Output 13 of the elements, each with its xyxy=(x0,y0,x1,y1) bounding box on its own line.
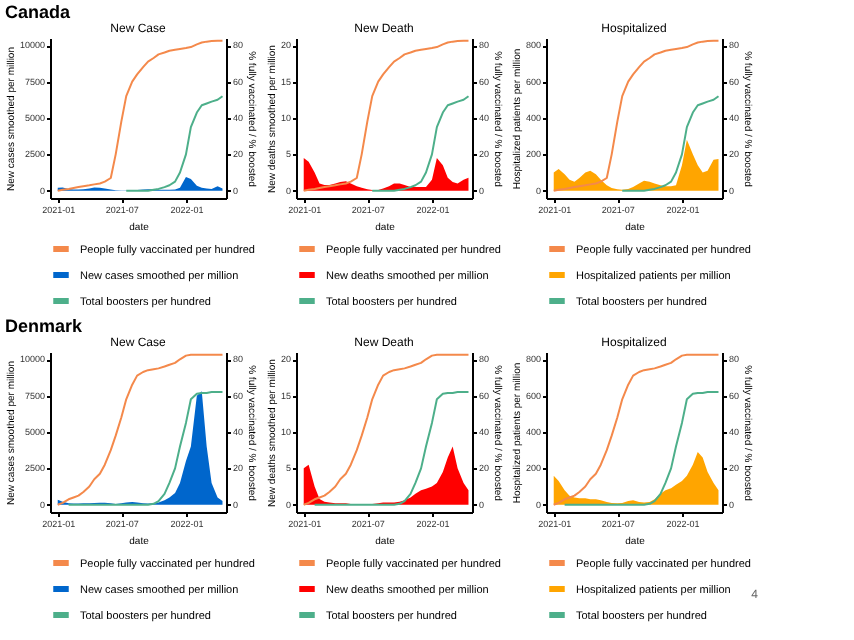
line-series xyxy=(621,95,720,192)
line-series xyxy=(56,353,224,506)
line-series xyxy=(552,353,720,506)
line-series xyxy=(302,39,470,192)
line-series xyxy=(371,95,470,192)
line-series xyxy=(552,39,720,192)
text: Canada xyxy=(4,2,72,22)
line-series xyxy=(313,391,470,506)
line-series xyxy=(302,353,470,506)
line-series xyxy=(125,95,224,192)
line-series xyxy=(563,391,720,506)
line-series xyxy=(56,39,224,192)
text: Denmark xyxy=(4,316,84,336)
